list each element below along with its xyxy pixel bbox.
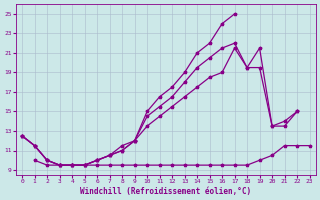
X-axis label: Windchill (Refroidissement éolien,°C): Windchill (Refroidissement éolien,°C) xyxy=(80,187,252,196)
